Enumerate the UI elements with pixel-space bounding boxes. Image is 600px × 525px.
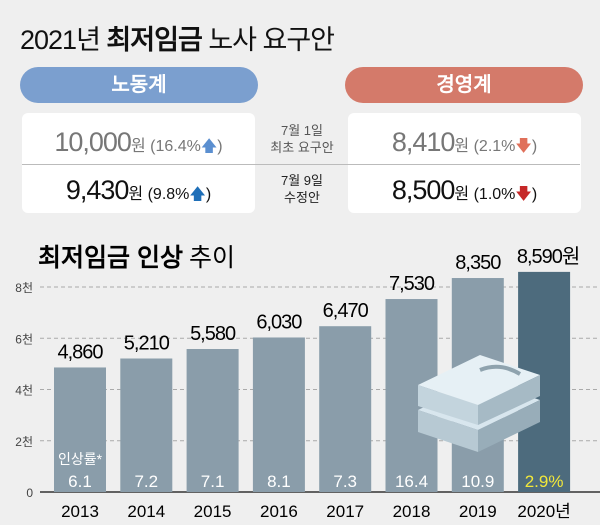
labor-box: 10,000원 (16.4%🡅) 9,430원 (9.8%🡅) [22, 113, 255, 213]
rate-label: 8.1 [267, 472, 291, 491]
bar-2013 [54, 367, 106, 492]
rate-label: 2.9% [525, 472, 564, 491]
y-tick-label: 0 [26, 486, 33, 500]
arrow-up-icon: 🡅 [189, 186, 206, 203]
stage-revised-label: 7월 9일 수정안 [281, 173, 323, 205]
value-label: 4,860 [57, 341, 103, 363]
arrow-down-icon: 🡇 [515, 138, 532, 155]
value-label: 6,470 [323, 300, 369, 322]
arrow-up-icon: 🡅 [200, 138, 218, 155]
value-label: 7,530 [389, 273, 435, 295]
x-tick-label: 2013 [61, 502, 99, 521]
rate-label: 7.3 [333, 472, 357, 491]
x-tick-label: 2016 [260, 502, 298, 521]
value-label: 6,030 [256, 311, 302, 333]
rate-label: 7.2 [134, 472, 158, 491]
rate-label: 6.1 [68, 472, 92, 491]
divider [22, 164, 580, 165]
x-tick-label: 2017 [326, 502, 364, 521]
bar-2016 [252, 337, 305, 492]
value-label: 5,210 [124, 332, 170, 354]
rate-label: 7.1 [201, 472, 225, 491]
value-label: 8,350 [455, 252, 501, 274]
x-tick-label: 2014 [127, 502, 165, 521]
rate-label: 16.4 [395, 472, 428, 491]
x-tick-label: 2019 [459, 502, 497, 521]
business-revised-proposal: 8,500원 (1.0%🡇) [391, 175, 538, 205]
wage-bar-chart: 최저임금 인상 추이 0 2천 4천 6천 8천 4,860 6.1 2013 5,210 7.2 2… [15, 244, 600, 521]
labor-revised-proposal: 9,430원 (9.8%🡅) [65, 175, 212, 205]
labor-first-proposal: 10,000원 (16.4%🡅) [54, 127, 223, 157]
value-label: 8,590원 [517, 245, 579, 268]
labor-header: 노동계 [20, 67, 258, 103]
business-box: 8,410원 (2.1%🡇) 8,500원 (1.0%🡇) [348, 113, 581, 213]
bar-2017 [319, 326, 372, 492]
money-stack-icon [418, 355, 540, 452]
bar-2014 [120, 358, 173, 492]
y-tick-label: 8천 [15, 280, 33, 295]
business-header: 경영계 [345, 67, 583, 103]
stage-first-label: 7월 1일 최초 요구안 [270, 123, 334, 155]
business-first-proposal: 8,410원 (2.1%🡇) [391, 127, 538, 157]
chart-title: 최저임금 인상 추이 [38, 244, 235, 272]
x-tick-label: 2015 [194, 502, 232, 521]
x-tick-label: 2018 [393, 502, 431, 521]
value-label: 5,580 [190, 323, 236, 345]
y-tick-label: 4천 [15, 383, 33, 398]
arrow-down-icon: 🡇 [515, 186, 532, 203]
rate-caption: 인상률* [58, 451, 103, 467]
bar-2015 [186, 349, 239, 492]
y-tick-label: 2천 [15, 434, 33, 449]
page-title: 2021년 최저임금 노사 요구안 [20, 25, 335, 55]
x-tick-label: 2020년 [517, 502, 570, 521]
rate-label: 10.9 [461, 472, 494, 491]
y-tick-label: 6천 [15, 331, 33, 346]
